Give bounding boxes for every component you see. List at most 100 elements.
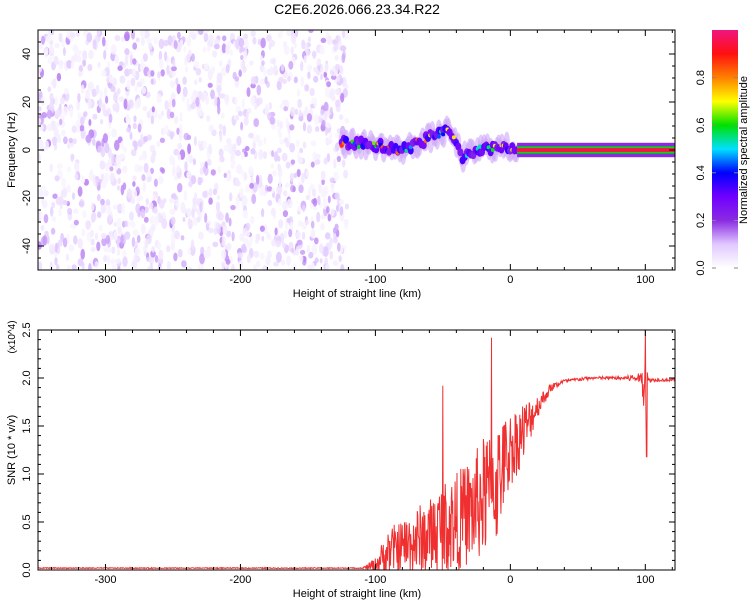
noise-blob	[293, 172, 298, 178]
noise-blob	[67, 142, 71, 149]
noise-blob	[60, 129, 66, 136]
noise-blob	[53, 127, 59, 137]
x-tick-label: 100	[636, 574, 654, 586]
noise-blob	[293, 42, 297, 49]
noise-blob	[273, 261, 279, 267]
noise-blob	[54, 175, 60, 182]
noise-blob	[323, 110, 328, 122]
noise-blob	[50, 206, 54, 217]
noise-blob	[295, 230, 302, 239]
noise-blob	[250, 148, 256, 155]
noise-blob	[249, 96, 256, 105]
noise-blob	[145, 198, 149, 206]
noise-blob	[295, 248, 300, 255]
noise-blob	[173, 115, 179, 125]
noise-blob	[129, 211, 134, 221]
noise-blob	[189, 31, 195, 38]
noise-blob	[69, 107, 74, 118]
noise-blob	[67, 207, 73, 215]
noise-blob	[303, 55, 307, 64]
noise-blob	[302, 204, 306, 213]
noise-blob	[146, 37, 152, 45]
noise-blob	[130, 149, 137, 157]
noise-blob	[169, 208, 174, 215]
noise-blob	[239, 187, 244, 198]
noise-blob	[217, 104, 221, 115]
noise-blob	[122, 256, 128, 267]
noise-blob	[319, 45, 325, 55]
noise-blob	[330, 74, 337, 80]
noise-blob	[38, 106, 42, 112]
spectrogram-x-axis: -300 -200 -100 0 100	[50, 30, 673, 286]
noise-blob	[76, 49, 82, 56]
noise-blob	[142, 53, 148, 62]
noise-blob	[81, 228, 86, 237]
noise-blob	[335, 142, 340, 152]
noise-blob	[97, 211, 102, 219]
noise-blob	[92, 113, 98, 120]
noise-blob	[206, 44, 211, 52]
noise-blob	[133, 115, 137, 123]
noise-blob	[324, 127, 328, 136]
noise-blob	[325, 206, 330, 214]
noise-blob	[181, 260, 187, 268]
noise-blob	[336, 155, 341, 163]
noise-blob	[222, 35, 227, 42]
noise-blob	[40, 225, 45, 231]
noise-blob	[68, 244, 75, 252]
noise-blob	[340, 45, 347, 52]
noise-blob	[252, 37, 257, 45]
noise-blob	[73, 208, 79, 215]
noise-blob	[123, 98, 128, 110]
noise-blob	[217, 86, 221, 98]
signal-core	[420, 141, 427, 150]
noise-blob	[116, 249, 120, 256]
noise-blob	[137, 165, 143, 172]
noise-blob	[281, 152, 288, 162]
noise-blob	[290, 159, 296, 165]
noise-blob	[132, 181, 136, 187]
noise-blob	[260, 37, 266, 49]
noise-blob	[286, 255, 291, 266]
noise-blob	[344, 220, 349, 230]
snr-series-line	[38, 330, 675, 570]
noise-blob	[221, 235, 226, 247]
noise-blob	[270, 124, 277, 130]
noise-blob	[190, 53, 195, 62]
noise-blob	[114, 54, 120, 64]
noise-blob	[262, 266, 267, 270]
noise-blob	[310, 220, 315, 229]
noise-blob	[238, 37, 245, 48]
noise-blob	[290, 247, 295, 254]
snr-y-multiplier: (x10^4)	[7, 320, 18, 353]
noise-blob	[95, 175, 99, 187]
noise-blob	[282, 242, 286, 249]
noise-blob	[90, 212, 97, 222]
noise-blob	[334, 63, 341, 71]
noise-blob	[53, 55, 59, 65]
noise-blob	[288, 60, 294, 70]
noise-blob	[182, 76, 187, 85]
noise-blob	[41, 196, 45, 204]
noise-blob	[87, 64, 93, 72]
noise-blob	[174, 204, 177, 211]
noise-blob	[66, 184, 71, 193]
noise-blob	[100, 173, 105, 182]
noise-blob	[320, 73, 323, 81]
noise-blob	[216, 194, 221, 201]
noise-blob	[103, 87, 108, 98]
noise-blob	[118, 96, 125, 102]
noise-blob	[329, 88, 336, 98]
noise-blob	[301, 231, 306, 240]
noise-blob	[255, 174, 260, 185]
noise-blob	[62, 199, 68, 206]
noise-blob	[262, 190, 267, 197]
noise-blob	[328, 239, 333, 250]
noise-blob	[319, 258, 323, 264]
noise-blob	[334, 132, 340, 138]
noise-blob	[327, 213, 331, 222]
noise-blob	[158, 50, 163, 61]
noise-blob	[138, 155, 143, 161]
noise-blob	[258, 149, 264, 160]
noise-blob	[110, 258, 115, 265]
